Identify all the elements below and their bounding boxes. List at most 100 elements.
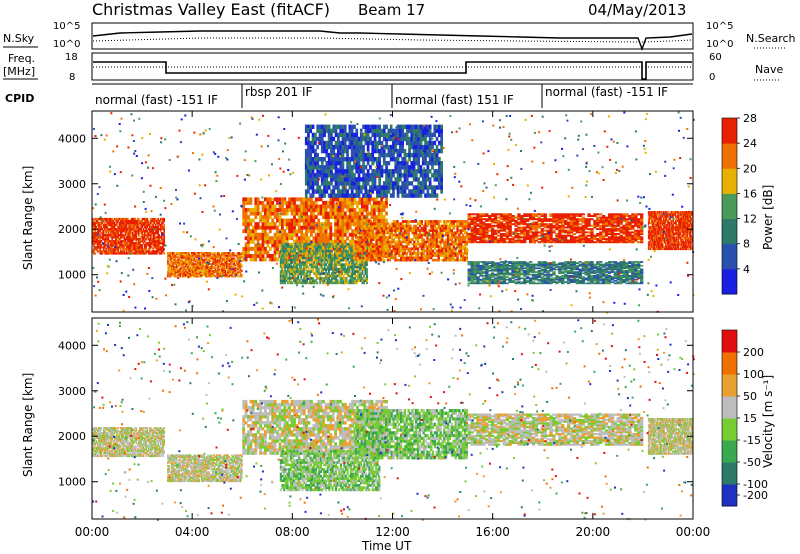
power-cell: [105, 219, 107, 223]
power-cell: [268, 197, 272, 202]
power-cell: [127, 252, 129, 255]
power-cell: [129, 221, 132, 225]
power-cell: [244, 254, 248, 258]
power-cell: [123, 217, 126, 221]
power-cell: [346, 222, 350, 227]
power-cell: [92, 230, 94, 233]
power-cell: [107, 246, 110, 249]
power-cell: [125, 232, 128, 235]
power-cell: [93, 252, 95, 255]
power-cell: [297, 225, 301, 230]
power-cell: [385, 197, 388, 202]
power-cell: [302, 211, 306, 216]
power-cell: [416, 240, 420, 244]
power-cell: [339, 232, 342, 237]
power-cell: [115, 238, 117, 241]
power-cell: [360, 200, 364, 205]
power-cell: [159, 242, 162, 245]
power-cell: [147, 236, 150, 239]
power-cell: [130, 226, 133, 229]
power-cell: [187, 258, 189, 261]
power-cell: [268, 246, 272, 251]
power-cell: [95, 242, 98, 245]
power-cell: [546, 223, 550, 226]
power-cell: [529, 234, 533, 237]
power-cell: [159, 230, 162, 233]
power-cell: [341, 236, 345, 241]
power-cell: [131, 252, 134, 255]
power-cell: [133, 246, 135, 249]
power-cell: [129, 228, 132, 231]
power-cell: [333, 249, 336, 253]
power-cell: [190, 253, 193, 256]
power-cell: [144, 236, 146, 239]
power-cell: [148, 250, 151, 253]
power-cell: [195, 265, 198, 268]
cpid-row: CPID normal (fast) -151 IF rbsp 201 IF n…: [5, 83, 693, 108]
power-cell: [136, 226, 139, 229]
power-cell: [116, 240, 118, 243]
power-cell: [297, 211, 301, 216]
power-cell: [307, 267, 310, 271]
power-cell: [113, 248, 116, 251]
power-cell: [116, 223, 118, 227]
power-cell: [183, 268, 186, 271]
power-cell: [520, 215, 524, 217]
power-cell: [531, 231, 536, 234]
power-cell: [259, 211, 262, 216]
power-cell: [189, 271, 192, 274]
power-cell: [123, 238, 126, 241]
power-cell: [336, 208, 340, 212]
power-cell: [169, 261, 172, 264]
power-cell: [183, 271, 186, 274]
power-cell: [128, 232, 130, 235]
power-cell: [105, 223, 107, 227]
power-cell: [305, 229, 308, 234]
power-cell: [173, 256, 176, 258]
power-cell: [139, 221, 141, 225]
power-cell: [93, 238, 95, 241]
power-cell: [183, 256, 186, 258]
power-cell: [482, 213, 486, 216]
power-cell: [247, 239, 250, 244]
power-cell: [197, 261, 199, 264]
power-cell: [249, 197, 253, 202]
power-cell: [193, 253, 196, 256]
power-cell: [179, 270, 182, 272]
power-cell: [335, 245, 338, 248]
power-cell: [193, 268, 196, 271]
power-cell: [322, 236, 325, 241]
power-cell: [124, 223, 127, 227]
power-cell: [273, 204, 277, 209]
power-cell: [172, 253, 174, 256]
power-cell: [187, 256, 189, 258]
power-cell: [312, 215, 316, 219]
power-cell: [101, 230, 104, 233]
power-cell: [108, 221, 111, 225]
power-cell: [327, 211, 330, 216]
power-cell: [452, 256, 455, 260]
power-cell: [146, 217, 149, 221]
power-cell: [101, 250, 104, 253]
power-cell: [491, 224, 495, 227]
power-cell: [115, 250, 117, 253]
power-cell: [285, 236, 289, 241]
power-cell: [375, 197, 379, 202]
power-cell: [195, 257, 198, 260]
power-cell: [276, 246, 279, 251]
power-cell: [168, 270, 171, 272]
power-cell: [116, 217, 118, 221]
power-cell: [112, 230, 115, 233]
power-cell: [184, 274, 187, 276]
power-cell: [244, 211, 248, 216]
power-cell: [116, 234, 118, 237]
power-cell: [141, 232, 144, 235]
power-cell: [285, 225, 289, 230]
power-cell: [99, 226, 101, 229]
power-cell: [209, 260, 212, 263]
power-cell: [158, 219, 161, 223]
power-cell: [116, 252, 118, 255]
power-cell: [157, 221, 159, 225]
power-cell: [159, 250, 162, 253]
power-cell: [174, 274, 177, 276]
